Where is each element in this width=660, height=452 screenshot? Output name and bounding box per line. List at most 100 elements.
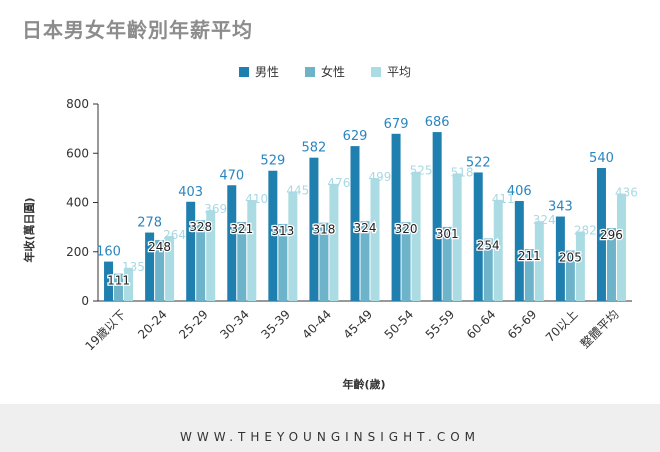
data-label: 679 <box>384 117 409 132</box>
y-tick-label: 0 <box>81 294 89 308</box>
bar <box>227 185 237 301</box>
legend-label: 男性 <box>255 65 279 79</box>
data-label: 264 <box>163 228 186 242</box>
bar <box>616 193 626 301</box>
data-label: 518 <box>451 165 474 179</box>
x-axis: 19歲以下 20-24 25-29 30-34 35-39 40-44 45-49 50-54… <box>82 300 632 353</box>
data-label: 320 <box>395 222 418 236</box>
chart-title: 日本男女年齡別年薪平均 <box>22 18 253 42</box>
data-label: 629 <box>343 129 368 144</box>
data-label: 582 <box>302 141 327 156</box>
bar <box>555 216 565 301</box>
x-tick-label: 50-54 <box>382 307 417 342</box>
data-label: 296 <box>600 228 623 242</box>
bar <box>186 201 196 301</box>
bar <box>514 201 524 301</box>
bar <box>278 223 288 301</box>
data-label: 254 <box>477 238 500 252</box>
data-label: 525 <box>410 164 433 178</box>
bar <box>155 239 165 301</box>
data-label: 301 <box>436 227 459 241</box>
data-label: 522 <box>466 155 491 170</box>
data-label: 278 <box>137 216 162 231</box>
bar <box>606 228 616 301</box>
data-label: 499 <box>369 170 392 184</box>
x-tick-label: 60-64 <box>464 307 499 342</box>
data-label: 160 <box>96 245 121 260</box>
data-label: 248 <box>148 240 171 254</box>
bar <box>411 171 421 301</box>
legend-label: 女性 <box>321 64 345 79</box>
bar <box>524 249 534 301</box>
y-axis: 0 200 400 600 800 <box>66 97 99 308</box>
legend-swatch <box>371 67 381 77</box>
data-label: 318 <box>312 223 335 237</box>
data-label: 369 <box>204 202 227 216</box>
footer-bar: WWW.THEYOUNGINSIGHT.COM <box>0 404 660 452</box>
x-tick-label: 55-59 <box>423 307 458 342</box>
legend-swatch <box>239 67 249 77</box>
bar <box>319 222 329 301</box>
bar <box>575 231 585 301</box>
x-tick-label: 30-34 <box>217 307 252 342</box>
bar <box>391 133 401 301</box>
bar <box>288 191 298 301</box>
data-label: 529 <box>260 154 285 169</box>
website-url: WWW.THEYOUNGINSIGHT.COM <box>179 430 481 444</box>
x-tick-label: 19歲以下 <box>82 307 128 353</box>
legend: 男性 女性 平均 <box>239 64 411 79</box>
data-label: 476 <box>327 176 350 190</box>
data-label: 321 <box>230 222 253 236</box>
data-label: 205 <box>559 251 582 265</box>
data-label: 313 <box>271 224 294 238</box>
bar <box>268 170 278 301</box>
bar <box>124 267 134 301</box>
x-tick-label: 65-69 <box>505 307 540 342</box>
bar-chart: 男性 女性 平均 0 200 400 600 800 19歲以下 20-24 25-29 30-3… <box>22 64 638 391</box>
data-label: 343 <box>548 200 573 215</box>
bar <box>165 235 175 301</box>
bar <box>452 173 462 301</box>
x-tick-label: 40-44 <box>299 307 334 342</box>
data-label: 324 <box>354 221 377 235</box>
bar <box>483 238 493 301</box>
y-tick-label: 600 <box>66 146 89 160</box>
x-tick-label: 70以上 <box>543 307 581 345</box>
bar <box>442 226 452 301</box>
bar <box>596 168 606 301</box>
x-tick-label: 45-49 <box>341 307 376 342</box>
data-label: 328 <box>189 220 212 234</box>
data-label: 135 <box>122 260 145 274</box>
bar <box>493 199 503 301</box>
data-label: 211 <box>518 249 541 263</box>
bar <box>360 221 370 301</box>
bar <box>309 157 319 301</box>
data-labels: 160 278 403 470 529 582 629 679 686 522 406 343 540 1… <box>96 115 638 289</box>
bar <box>114 273 124 301</box>
data-label: 406 <box>507 184 532 199</box>
legend-swatch <box>305 67 315 77</box>
y-axis-title: 年收(萬日圓) <box>22 197 36 262</box>
data-label: 445 <box>286 183 309 197</box>
legend-label: 平均 <box>387 65 411 79</box>
bar <box>473 172 483 301</box>
x-tick-label: 25-29 <box>176 307 211 342</box>
bar <box>104 261 114 301</box>
bar <box>565 250 575 301</box>
x-tick-label: 整體平均 <box>577 307 622 352</box>
bar <box>206 210 216 301</box>
data-label: 540 <box>589 151 614 166</box>
bar <box>196 220 206 301</box>
data-label: 470 <box>219 168 244 183</box>
bar <box>401 222 411 301</box>
data-label: 411 <box>492 192 515 206</box>
data-label: 686 <box>425 115 450 130</box>
x-tick-label: 35-39 <box>258 307 293 342</box>
data-label: 436 <box>615 186 638 200</box>
data-label: 403 <box>178 185 203 200</box>
x-tick-label: 20-24 <box>135 307 170 342</box>
y-tick-label: 400 <box>66 196 89 210</box>
bar <box>247 200 257 301</box>
bar <box>350 146 360 301</box>
bar <box>534 221 544 301</box>
